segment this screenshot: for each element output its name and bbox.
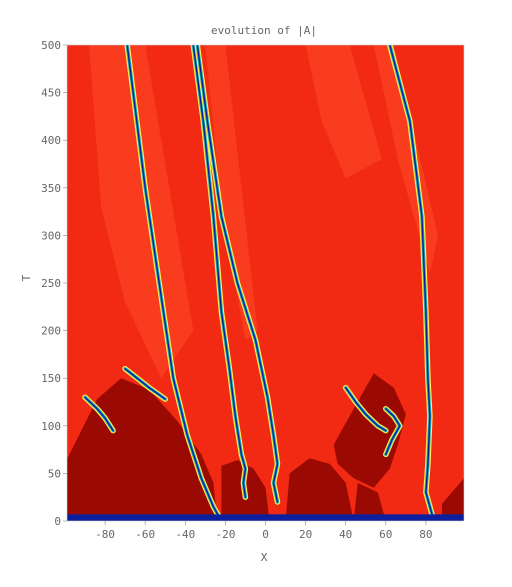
y-tick-label: 400: [41, 134, 61, 147]
defect-line: [82, 394, 116, 434]
dark-domain-region: [285, 458, 354, 521]
y-axis-label: T: [20, 274, 33, 281]
x-axis-label: X: [261, 551, 268, 564]
y-tick-label: 50: [48, 467, 61, 480]
light-band: [205, 45, 258, 341]
x-tick-label: -20: [215, 528, 235, 541]
y-tick-label: 150: [41, 372, 61, 385]
y-tick-label: 350: [41, 182, 61, 195]
y-tick-label: 0: [54, 515, 61, 528]
dark-domain-region: [353, 482, 386, 521]
defect-line: [194, 45, 281, 505]
light-band: [305, 45, 382, 179]
x-tick-label: 20: [299, 528, 312, 541]
defect-line-core: [124, 368, 166, 400]
defect-line-core: [385, 408, 401, 456]
plot-area: [67, 45, 464, 521]
y-tick-label: 500: [41, 39, 61, 52]
y-tick-label: 450: [41, 87, 61, 100]
defect-line-core: [345, 387, 387, 432]
x-tick-label: -60: [135, 528, 155, 541]
defect-line: [387, 45, 437, 521]
x-tick-label: -80: [95, 528, 115, 541]
x-tick-label: 40: [339, 528, 352, 541]
defect-line-core: [389, 45, 435, 521]
x-tick-label: 60: [379, 528, 392, 541]
defect-line-core: [192, 45, 247, 498]
defect-line-core: [196, 45, 279, 503]
x-tick-label: 0: [262, 528, 269, 541]
y-tick-label: 200: [41, 325, 61, 338]
dark-domain-region: [441, 478, 464, 521]
defect-line: [190, 45, 249, 500]
defect-line: [122, 365, 168, 402]
defect-line-core: [126, 45, 223, 521]
y-tick-label: 250: [41, 277, 61, 290]
axes: -80 -60 -40 -20 0 20 40 60 80 0 50 100 150 200 250 300 3…: [41, 39, 432, 541]
dark-domain-region: [333, 373, 406, 488]
initial-condition-band: [67, 514, 464, 521]
light-band: [89, 45, 194, 379]
defect-line-core: [84, 396, 114, 432]
x-tick-label: 80: [419, 528, 432, 541]
y-tick-label: 300: [41, 229, 61, 242]
defect-line: [124, 45, 225, 521]
y-tick-label: 100: [41, 420, 61, 433]
defect-line: [383, 405, 403, 458]
x-tick-label: -40: [175, 528, 195, 541]
defect-line: [342, 384, 389, 434]
chart-title: evolution of |A|: [211, 24, 317, 37]
